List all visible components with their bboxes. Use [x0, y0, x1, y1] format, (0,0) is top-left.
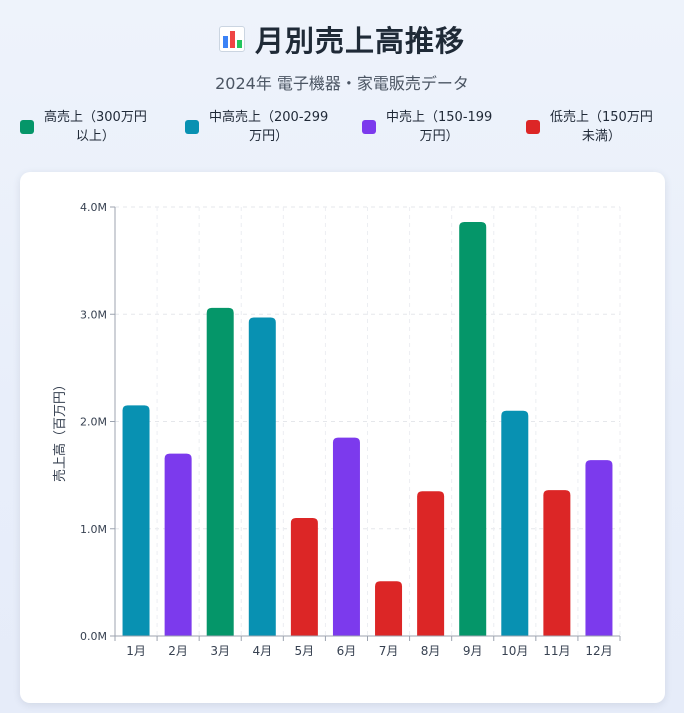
legend-label-mid-high-line2: 万円）	[249, 129, 289, 144]
legend-label-mid-high: 中高売上（200-299 万円）	[209, 108, 328, 146]
chart-card: 0.0M 1.0M 2.0M 3.0M 4.0M 1月 2月 3月 4月 5月 6月 7月 8月 9月 1…	[20, 172, 665, 703]
legend-label-mid: 中売上（150-199 万円）	[386, 108, 492, 146]
y-tick-label: 0.0M	[80, 630, 107, 643]
bar-5[interactable]	[290, 518, 318, 636]
legend-label-high: 高売上（300万円 以上）	[44, 108, 147, 146]
legend-label-mid-line2: 万円）	[419, 129, 459, 144]
bar-3[interactable]	[206, 307, 234, 636]
legend-label-mid-line1: 中売上（150-199	[386, 110, 493, 125]
y-tick-label: 2.0M	[80, 416, 107, 429]
x-tick-label: 8月	[421, 644, 441, 658]
legend-label-low: 低売上（150万円 未満）	[550, 108, 653, 146]
legend-swatch-low	[526, 120, 540, 134]
x-tick-label: 6月	[337, 644, 357, 658]
y-axis-label: 売上高（百万円）	[52, 378, 68, 482]
bar-chart-icon	[218, 26, 245, 52]
x-tick-label: 4月	[252, 644, 272, 658]
bar-6[interactable]	[332, 437, 360, 636]
y-tick-label: 4.0M	[80, 201, 107, 214]
legend-label-mid-high-line1: 中高売上（200-299	[209, 110, 329, 125]
x-tick-label: 3月	[210, 644, 230, 658]
x-tick-label: 7月	[379, 644, 399, 658]
legend-label-high-line2: 以上）	[75, 129, 115, 144]
x-tick-label: 1月	[126, 644, 146, 658]
bar-1[interactable]	[122, 405, 150, 636]
x-tick-label: 9月	[463, 644, 483, 658]
legend-label-low-line2: 未満）	[581, 129, 621, 144]
legend-label-high-line1: 高売上（300万円	[44, 110, 147, 125]
title-row: 月別売上高推移	[0, 18, 684, 60]
chart-header: 月別売上高推移 2024年 電子機器・家電販売データ	[0, 18, 684, 94]
bar-12[interactable]	[585, 460, 613, 636]
x-tick-label: 12月	[585, 644, 612, 658]
bar-4[interactable]	[248, 317, 276, 636]
y-tick-label: 1.0M	[80, 523, 107, 536]
bar-chart: 0.0M1.0M2.0M3.0M4.0M 1月 2月 3月 4月 5月 6月 7月 8月 9月 1…	[52, 201, 621, 658]
legend-item-mid[interactable]: 中売上（150-199 万円）	[362, 108, 492, 146]
y-tick-label: 3.0M	[80, 308, 107, 321]
bar-8[interactable]	[417, 491, 445, 636]
x-tick-label: 2月	[168, 644, 188, 658]
bar-2[interactable]	[164, 453, 192, 636]
page-subtitle: 2024年 電子機器・家電販売データ	[215, 74, 469, 93]
page-title: 月別売上高推移	[254, 24, 465, 58]
legend-item-low[interactable]: 低売上（150万円 未満）	[526, 108, 653, 146]
x-tick-labels: 1月 2月 3月 4月 5月 6月 7月 8月 9月 10月 11月 12月	[114, 636, 621, 658]
legend-swatch-mid	[362, 120, 376, 134]
bar-9[interactable]	[459, 222, 487, 636]
x-tick-label: 5月	[295, 644, 315, 658]
legend-swatch-mid-high	[185, 120, 199, 134]
legend-item-mid-high[interactable]: 中高売上（200-299 万円）	[185, 108, 328, 146]
bar-10[interactable]	[501, 410, 529, 636]
x-tick-label: 10月	[501, 644, 528, 658]
bar-7[interactable]	[375, 581, 403, 636]
legend-label-low-line1: 低売上（150万円	[550, 110, 653, 125]
legend-item-high[interactable]: 高売上（300万円 以上）	[20, 108, 147, 146]
y-tick-labels: 0.0M 1.0M 2.0M 3.0M 4.0M	[80, 201, 115, 643]
legend-swatch-high	[20, 120, 34, 134]
x-tick-label: 11月	[543, 644, 570, 658]
bars	[122, 222, 613, 636]
bar-11[interactable]	[543, 490, 571, 636]
